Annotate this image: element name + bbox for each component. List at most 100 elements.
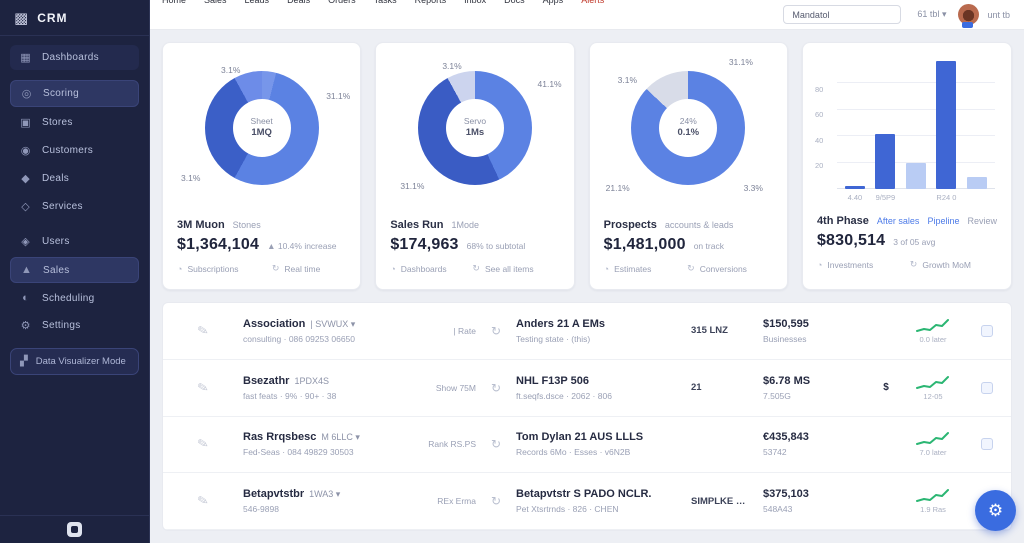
- row-0-amount-cell: $150,595 Businesses: [763, 318, 875, 344]
- avatar[interactable]: [958, 4, 980, 28]
- card-4-link-1[interactable]: Pipeline: [927, 216, 960, 226]
- row-0-amount-sub: Businesses: [763, 333, 807, 344]
- search-input[interactable]: [783, 5, 902, 24]
- data-visualizer-icon: ▞: [20, 356, 28, 367]
- row-0-checkbox[interactable]: [981, 324, 993, 337]
- topbar-meta[interactable]: 61 tbl ▾: [917, 9, 947, 19]
- card-1-title: 3M Muon: [177, 219, 225, 231]
- card-4-value-sub: 3 of 05 avg: [893, 237, 936, 247]
- sidebar-item-1[interactable]: ◎ Scoring: [10, 80, 139, 107]
- row-0-refresh-icon[interactable]: ↻: [490, 323, 502, 338]
- table-row-1: ✎ Bsezathr 1PDX4S fast feats · 9% · 90+ ·…: [163, 360, 1011, 417]
- bar-ytick-80: 80: [814, 85, 824, 94]
- row-1-amount-sub: 7.505G: [763, 390, 791, 401]
- top-nav-item-9[interactable]: Apps: [543, 0, 564, 5]
- card-2-footer-left[interactable]: Dashboards: [400, 263, 447, 274]
- sidebar-item-3[interactable]: ◉ Customers: [10, 138, 139, 163]
- donut-1-label-2: 3.1%: [181, 173, 201, 183]
- donut-3-label-1: 3.1%: [617, 75, 637, 85]
- card-3-value-sub: on track: [693, 241, 724, 251]
- top-nav-item-2[interactable]: Leads: [245, 0, 270, 5]
- top-nav-item-6[interactable]: Reports: [415, 0, 447, 5]
- bar-0-xlabel: 4.40: [847, 193, 863, 202]
- top-nav-item-7[interactable]: Inbox: [464, 0, 486, 5]
- row-1-name-cell[interactable]: Bsezathr 1PDX4S fast feats · 9% · 90+ · 3…: [243, 375, 381, 401]
- card-4-footer-left[interactable]: Investments: [827, 259, 874, 270]
- data-visualizer-button[interactable]: ▞ Data Visualizer Mode: [10, 348, 139, 375]
- sidebar-item-7[interactable]: ▲ Sales: [10, 257, 139, 283]
- row-1-amount-cell: $6.78 MS 7.505G: [763, 375, 875, 401]
- donut-chart-3: 24% 0.1% 31.1% 3.1% 21.1% 3.3%: [590, 43, 787, 211]
- sidebar-item-4[interactable]: ◆ Deals: [10, 166, 139, 191]
- pie-mini-icon: ◔: [390, 263, 396, 274]
- row-3-name-cell[interactable]: Betapvtstbr 1WA3 ▾ 546-9898: [243, 488, 381, 514]
- row-0-name-sub: consulting · 086 09253 06650: [243, 333, 356, 344]
- row-0-company-sub: Testing state · (this): [516, 333, 591, 344]
- row-2-amount: €435,843: [763, 431, 809, 444]
- card-4-link-0[interactable]: After sales: [876, 216, 920, 226]
- sidebar-item-5[interactable]: ◇ Services: [10, 194, 139, 219]
- row-2-refresh-icon[interactable]: ↻: [490, 437, 502, 452]
- sidebar-item-2[interactable]: ▣ Stores: [10, 110, 139, 135]
- bar-3-xlabel: R24 0: [936, 193, 957, 202]
- row-0-metric: 315 LNZ: [691, 325, 728, 337]
- card-3-footer-right[interactable]: Conversions: [699, 263, 747, 274]
- row-0-name-suffix: | SVWUX ▾: [310, 318, 356, 329]
- card-1-footer-left[interactable]: Subscriptions: [187, 263, 239, 274]
- row-0-spark-label: 0.0 later: [919, 334, 947, 344]
- sidebar-item-8[interactable]: ◐ Scheduling: [10, 286, 139, 310]
- row-2-company-sub: Records 6Mo · Esses · v6N2B: [516, 447, 631, 458]
- top-nav-item-0[interactable]: Home: [162, 0, 186, 5]
- bar-ytick-40: 40: [814, 136, 824, 145]
- card-2-value-sub: 68% to subtotal: [466, 241, 526, 251]
- bar-chart: 80 60 40 20 4.40 9/5P9 R24 0: [813, 57, 1001, 207]
- top-nav-item-5[interactable]: Tasks: [374, 0, 397, 5]
- topbar: Home Sales Leads Deals Orders Tasks Repo…: [150, 0, 1024, 30]
- top-nav-item-3[interactable]: Deals: [287, 0, 310, 5]
- row-0-company-cell: Anders 21 A EMs Testing state · (this): [516, 318, 691, 344]
- top-nav-item-10[interactable]: Alerts: [581, 0, 604, 5]
- row-1-sketch-icon: ✎: [196, 378, 210, 396]
- sidebar-item-3-label: Customers: [42, 145, 94, 156]
- records-table: ✎ Association | SVWUX ▾ consulting · 086 …: [162, 302, 1012, 531]
- bar-4: [965, 57, 989, 189]
- donut-2-center-line2: 1Ms: [465, 127, 485, 138]
- fab-settings-button[interactable]: ⚙: [975, 490, 1016, 531]
- sidebar: ▩ CRM ▦ Dashboards ◎ Scoring ▣ Stores: [0, 0, 150, 543]
- row-1-company-cell: NHL F13P 506 ft.seqfs.dsce · 2062 · 806: [516, 375, 691, 401]
- card-4-footer-right[interactable]: Growth MoM: [922, 259, 971, 270]
- sidebar-item-9[interactable]: ⚙ Settings: [10, 313, 139, 338]
- row-0-name-cell[interactable]: Association | SVWUX ▾ consulting · 086 09…: [243, 318, 381, 344]
- row-2-company-cell: Tom Dylan 21 AUS LLLS Records 6Mo · Esse…: [516, 431, 691, 457]
- card-1-footer-right[interactable]: Real time: [284, 263, 321, 274]
- row-3-refresh-icon[interactable]: ↻: [490, 494, 502, 509]
- row-1-refresh-icon[interactable]: ↻: [490, 380, 502, 395]
- row-2-checkbox[interactable]: [981, 438, 993, 451]
- card-prospects: 24% 0.1% 31.1% 3.1% 21.1% 3.3% Prospects…: [588, 42, 788, 290]
- top-nav-item-4[interactable]: Orders: [328, 0, 356, 5]
- gridline: [836, 135, 995, 137]
- top-nav-item-8[interactable]: Docs: [504, 0, 525, 5]
- row-3-metric: SIMPLKE …: [691, 495, 746, 507]
- table-row-0: ✎ Association | SVWUX ▾ consulting · 086 …: [163, 303, 1011, 360]
- row-2-spark-label: 7.0 later: [919, 448, 947, 458]
- row-3-spark-label: 1.9 Ras: [920, 505, 946, 515]
- top-nav-item-1[interactable]: Sales: [204, 0, 227, 5]
- row-2-name: Ras Rrqsbesc: [243, 431, 317, 444]
- row-0-amount: $150,595: [763, 317, 809, 330]
- refresh-mini-icon: ↻: [271, 263, 280, 273]
- donut-2-label-0: 3.1%: [442, 61, 462, 71]
- bar-1-xlabel: 9/5P9: [875, 193, 896, 202]
- settings-gear-icon[interactable]: [67, 522, 82, 537]
- refresh-mini-icon: ↻: [909, 259, 918, 269]
- row-2-sketch-icon: ✎: [196, 435, 210, 453]
- sidebar-item-0[interactable]: ▦ Dashboards: [10, 45, 139, 70]
- pie-mini-icon: ◔: [177, 263, 183, 274]
- card-3-footer-left[interactable]: Estimates: [614, 263, 652, 274]
- row-2-name-cell[interactable]: Ras Rrqsbesc M 6LLC ▾ Fed-Seas · 084 4982…: [243, 431, 381, 457]
- row-1-checkbox[interactable]: [981, 381, 993, 394]
- card-2-footer-right[interactable]: See all items: [484, 263, 534, 274]
- card-phase: 80 60 40 20 4.40 9/5P9 R24 0: [801, 42, 1012, 290]
- sidebar-item-6[interactable]: ◈ Users: [10, 229, 139, 254]
